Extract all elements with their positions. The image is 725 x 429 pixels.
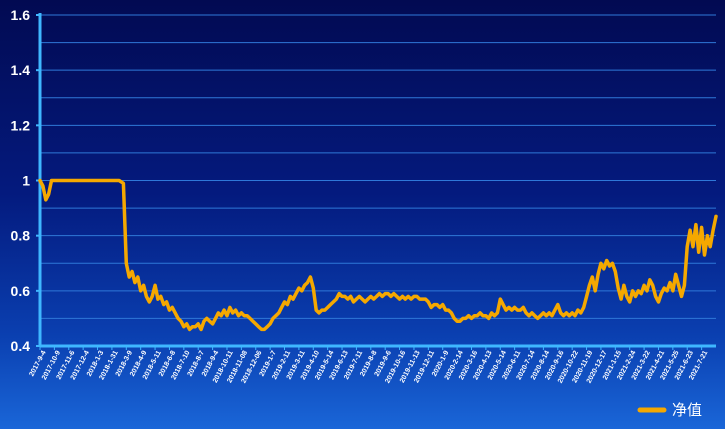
legend: 净值 [637, 401, 702, 419]
y-tick-label: 0.6 [11, 283, 31, 299]
y-tick-label: 1.6 [11, 7, 31, 23]
y-tick-label: 1 [22, 173, 30, 189]
axis-layer [36, 13, 716, 350]
y-tick-labels: 0.4 0.6 0.8 1 1.2 1.4 1.6 [11, 7, 31, 354]
y-tick-label: 1.4 [11, 62, 31, 78]
series-line-nav [38, 178, 718, 332]
y-tick-label: 1.2 [11, 117, 31, 133]
legend-label: 净值 [672, 401, 702, 419]
y-tick-label: 0.8 [11, 228, 31, 244]
series-layer [38, 178, 718, 332]
x-tick-labels: 2017-9-42017-10-92017-11-62017-12-42018-… [28, 350, 709, 385]
y-tick-label: 0.4 [11, 338, 31, 354]
